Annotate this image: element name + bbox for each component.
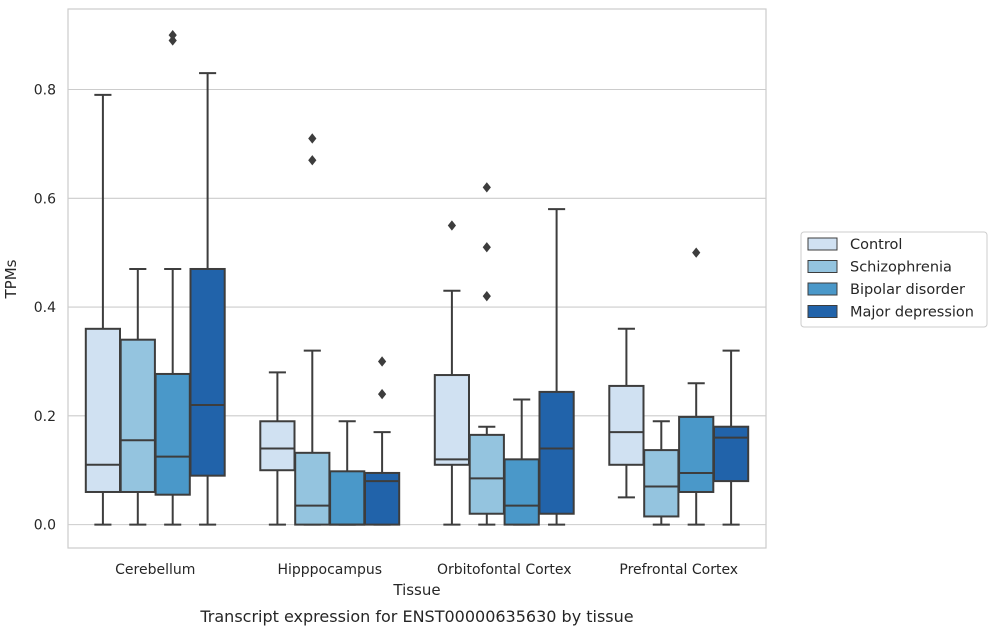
x-tick-label: Cerebellum [115, 562, 195, 578]
x-tick-labels: Cerebellum Hipppocampus Orbitofontal Corte… [115, 562, 738, 578]
box-bipolar-disorder [154, 372, 191, 496]
box-group-orbitofontal-cortex [433, 182, 575, 526]
outlier-point-bipolar-disorder [168, 35, 177, 46]
box-schizophrenia [643, 449, 680, 518]
box-control [608, 384, 645, 466]
y-axis-title: TPMs [2, 259, 20, 299]
x-axis-title: Tissue [392, 581, 440, 599]
y-tick-label: 0.2 [34, 409, 56, 425]
outlier-point-schizophrenia [308, 133, 317, 144]
outlier-point-bipolar-disorder [692, 247, 701, 258]
legend-swatch-bipolar-disorder [807, 282, 838, 296]
legend: Control Schizophrenia Bipolar disorder Majo… [800, 231, 988, 328]
outlier-point-schizophrenia [482, 182, 491, 193]
y-tick-label: 0.4 [34, 300, 56, 316]
x-tick-label: Hipppocampus [277, 562, 382, 578]
legend-label-bipolar-disorder: Bipolar disorder [850, 282, 965, 298]
y-tick-label: 0.8 [34, 82, 56, 98]
box-control [84, 327, 122, 493]
box-major-depression [712, 425, 750, 483]
box-bipolar-disorder [503, 458, 540, 526]
box-control [433, 374, 471, 466]
box-schizophrenia [468, 433, 505, 515]
box-bipolar-disorder [678, 415, 715, 493]
legend-swatch-schizophrenia [807, 260, 838, 273]
box-group-prefrontal-cortex [608, 247, 750, 526]
legend-frame [800, 231, 988, 328]
outlier-point-bipolar-disorder [168, 29, 177, 41]
box-group-hipppocampus [259, 133, 401, 526]
y-tick-label: 0.6 [34, 191, 56, 207]
outlier-point-schizophrenia [308, 155, 317, 166]
box-schizophrenia [294, 451, 331, 526]
box-groups [84, 29, 750, 526]
x-tick-label: Prefrontal Cortex [619, 562, 738, 578]
box-group-cerebellum [84, 29, 226, 526]
legend-swatch-major-depression [807, 305, 838, 318]
box-bipolar-disorder [329, 470, 366, 526]
box-major-depression [538, 390, 575, 515]
box-control [259, 420, 296, 472]
outlier-point-major-depression [377, 356, 387, 367]
outlier-point-control [447, 220, 457, 231]
y-tick-label: 0.0 [34, 518, 56, 534]
box-schizophrenia [119, 338, 156, 493]
x-tick-label: Orbitofontal Cortex [437, 562, 572, 578]
legend-swatch-control [807, 237, 838, 251]
legend-label-major-depression: Major depression [850, 305, 974, 321]
box-major-depression [189, 267, 226, 477]
legend-label-control: Control [850, 237, 902, 253]
outlier-point-schizophrenia [482, 242, 491, 253]
outlier-point-schizophrenia [482, 291, 491, 302]
y-tick-labels: 0.0 0.2 0.4 0.6 0.8 [34, 82, 56, 533]
outlier-point-major-depression [377, 388, 387, 400]
figure-caption: Transcript expression for ENST0000063563… [199, 607, 633, 626]
legend-label-schizophrenia: Schizophrenia [850, 260, 952, 276]
